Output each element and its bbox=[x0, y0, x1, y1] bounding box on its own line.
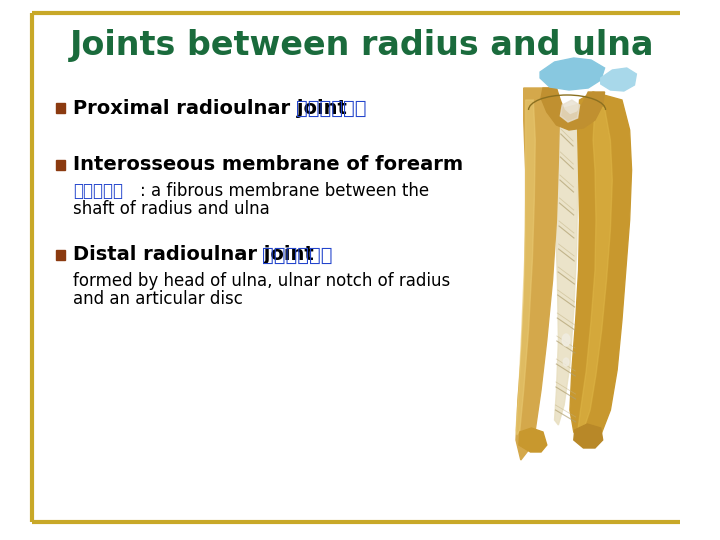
Text: : a fibrous membrane between the: : a fibrous membrane between the bbox=[140, 182, 429, 200]
Polygon shape bbox=[554, 104, 580, 425]
Text: 桡尺近侧关节: 桡尺近侧关节 bbox=[297, 98, 367, 118]
Polygon shape bbox=[519, 428, 546, 452]
Text: 前臂骨间膜: 前臂骨间膜 bbox=[73, 182, 123, 200]
Text: Proximal radioulnar joint: Proximal radioulnar joint bbox=[73, 98, 360, 118]
Text: Interosseous membrane of forearm: Interosseous membrane of forearm bbox=[73, 156, 463, 174]
Polygon shape bbox=[541, 88, 605, 130]
Polygon shape bbox=[577, 105, 612, 435]
Polygon shape bbox=[574, 424, 603, 448]
Bar bbox=[55, 160, 66, 170]
Ellipse shape bbox=[562, 334, 570, 346]
Bar bbox=[55, 250, 66, 260]
Text: shaft of radius and ulna: shaft of radius and ulna bbox=[73, 200, 270, 218]
Text: and an articular disc: and an articular disc bbox=[73, 290, 243, 308]
Polygon shape bbox=[516, 100, 535, 435]
Polygon shape bbox=[540, 58, 605, 90]
Polygon shape bbox=[570, 92, 631, 445]
Text: formed by head of ulna, ulnar notch of radius: formed by head of ulna, ulnar notch of r… bbox=[73, 272, 450, 290]
Polygon shape bbox=[560, 100, 580, 122]
Text: Distal radioulnar joint: Distal radioulnar joint bbox=[73, 246, 327, 265]
Text: Joints between radius and ulna: Joints between radius and ulna bbox=[70, 30, 654, 63]
Polygon shape bbox=[516, 88, 559, 460]
Polygon shape bbox=[600, 68, 636, 91]
Text: 桡尺远侧关节: 桡尺远侧关节 bbox=[261, 246, 332, 265]
Bar bbox=[55, 103, 66, 113]
Ellipse shape bbox=[563, 358, 569, 366]
